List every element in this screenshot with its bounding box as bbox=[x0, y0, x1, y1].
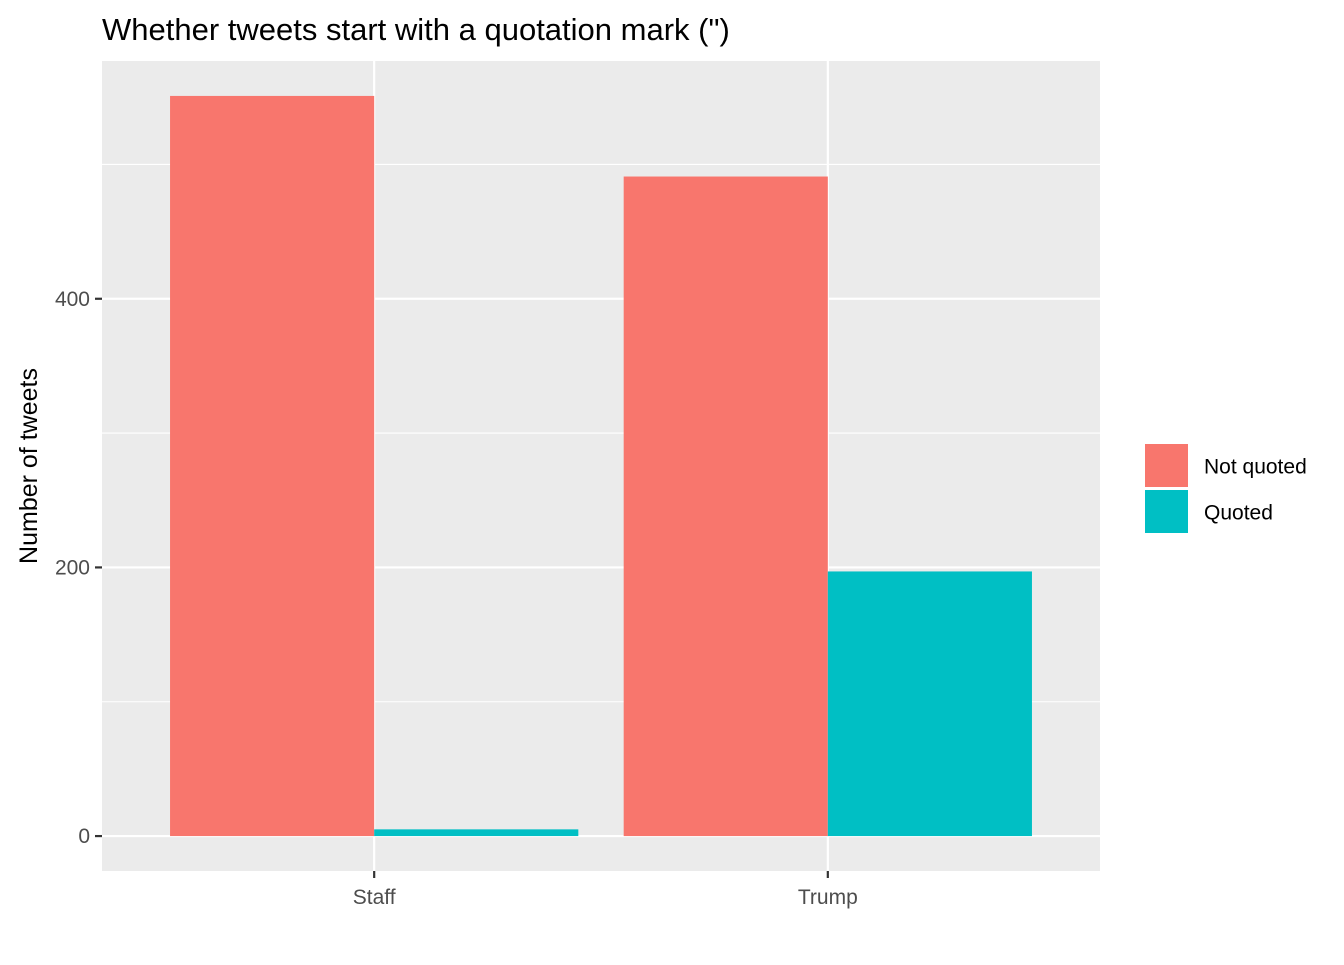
bar-not-quoted-trump bbox=[623, 176, 828, 837]
y-axis: 0 200 400 bbox=[55, 288, 102, 848]
bar-quoted-staff bbox=[374, 829, 579, 837]
y-tick-label: 200 bbox=[55, 556, 90, 579]
bar-not-quoted-staff bbox=[170, 95, 375, 837]
y-tick-label: 0 bbox=[78, 825, 90, 848]
legend-label: Not quoted bbox=[1204, 456, 1307, 479]
y-axis-title: Number of tweets bbox=[15, 368, 43, 564]
x-tick-label: Staff bbox=[353, 886, 396, 909]
chart-title: Whether tweets start with a quotation ma… bbox=[102, 12, 730, 47]
bar-quoted-trump bbox=[827, 571, 1032, 837]
x-axis: Staff Trump bbox=[353, 871, 858, 909]
x-tick-label: Trump bbox=[798, 886, 858, 909]
legend-key-not-quoted bbox=[1145, 444, 1188, 487]
legend-label: Quoted bbox=[1204, 502, 1273, 525]
bars bbox=[170, 95, 1032, 837]
y-tick-label: 400 bbox=[55, 288, 90, 311]
legend-key-quoted bbox=[1145, 490, 1188, 533]
legend: Not quoted Quoted bbox=[1145, 444, 1307, 533]
